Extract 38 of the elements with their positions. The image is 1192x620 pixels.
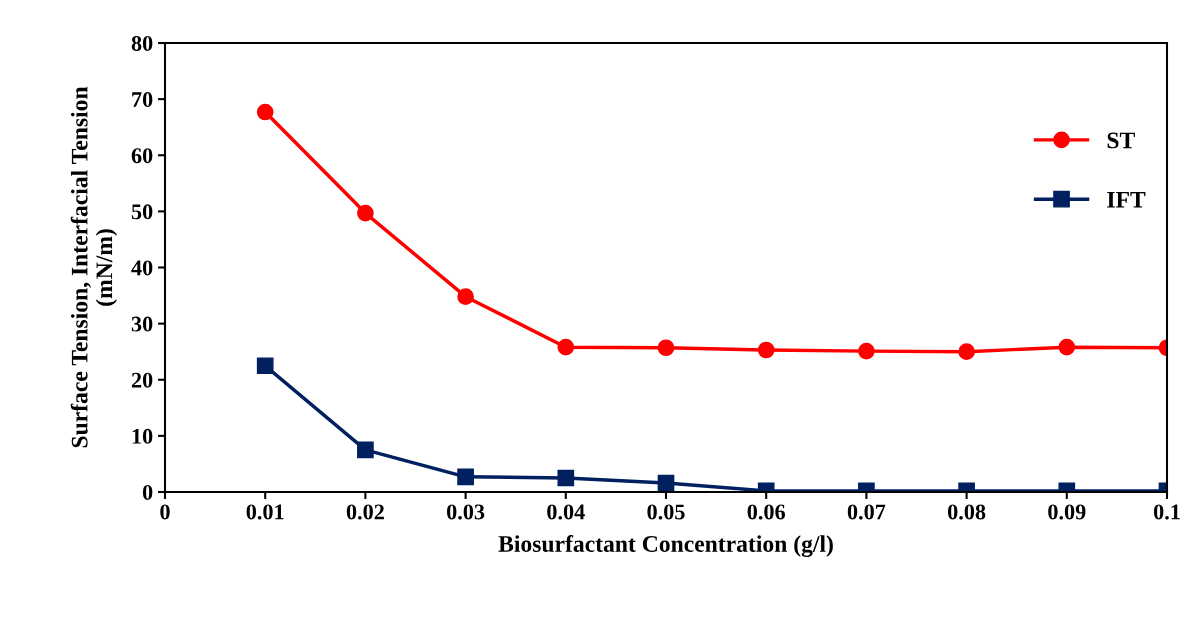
point: [657, 474, 675, 492]
x-tick-label: 0.09: [1048, 504, 1086, 520]
point: [557, 338, 575, 356]
point: [457, 468, 474, 486]
point: [657, 339, 675, 357]
x-tick-label: 0.05: [647, 504, 685, 520]
y-tick-label: 60: [131, 148, 153, 164]
point: [457, 288, 474, 306]
y-tick-label: 70: [132, 92, 153, 108]
x-tick-label: 0.1: [1153, 504, 1180, 520]
y-tick-label: 20: [131, 372, 153, 388]
point: [256, 357, 274, 375]
x-tick-label: 0.06: [747, 504, 785, 520]
y-tick-label: 50: [131, 204, 153, 220]
y-tick-label: 0: [142, 484, 153, 500]
x-tick-label: 0: [160, 504, 170, 520]
y-axis-title: Surface Tension, Interfacial Tension (mN/m): [70, 86, 118, 448]
y-tick-label: 40: [131, 260, 153, 276]
point: [858, 342, 875, 360]
point: [958, 343, 975, 361]
x-tick-label: 0.08: [948, 504, 986, 520]
point: [256, 103, 274, 121]
x-tick-label: 0.01: [246, 504, 284, 520]
point: [1058, 338, 1076, 356]
point: [357, 204, 374, 222]
legend-label: ST: [1107, 132, 1135, 149]
point: [757, 341, 775, 359]
point: [357, 441, 374, 459]
x-tick-label: 0.02: [346, 504, 384, 520]
legend-label: IFT: [1107, 192, 1146, 208]
x-tick-label: 0.03: [447, 504, 485, 520]
y-tick-label: 10: [132, 428, 153, 444]
x-tick-label: 0.04: [547, 504, 585, 520]
y-tick-label: 30: [131, 316, 153, 332]
x-axis-title: Biosurfactant Concentration (g/l): [498, 535, 833, 557]
y-tick-label: 80: [131, 35, 153, 51]
point: [557, 469, 575, 487]
x-tick-label: 0.07: [847, 504, 886, 520]
